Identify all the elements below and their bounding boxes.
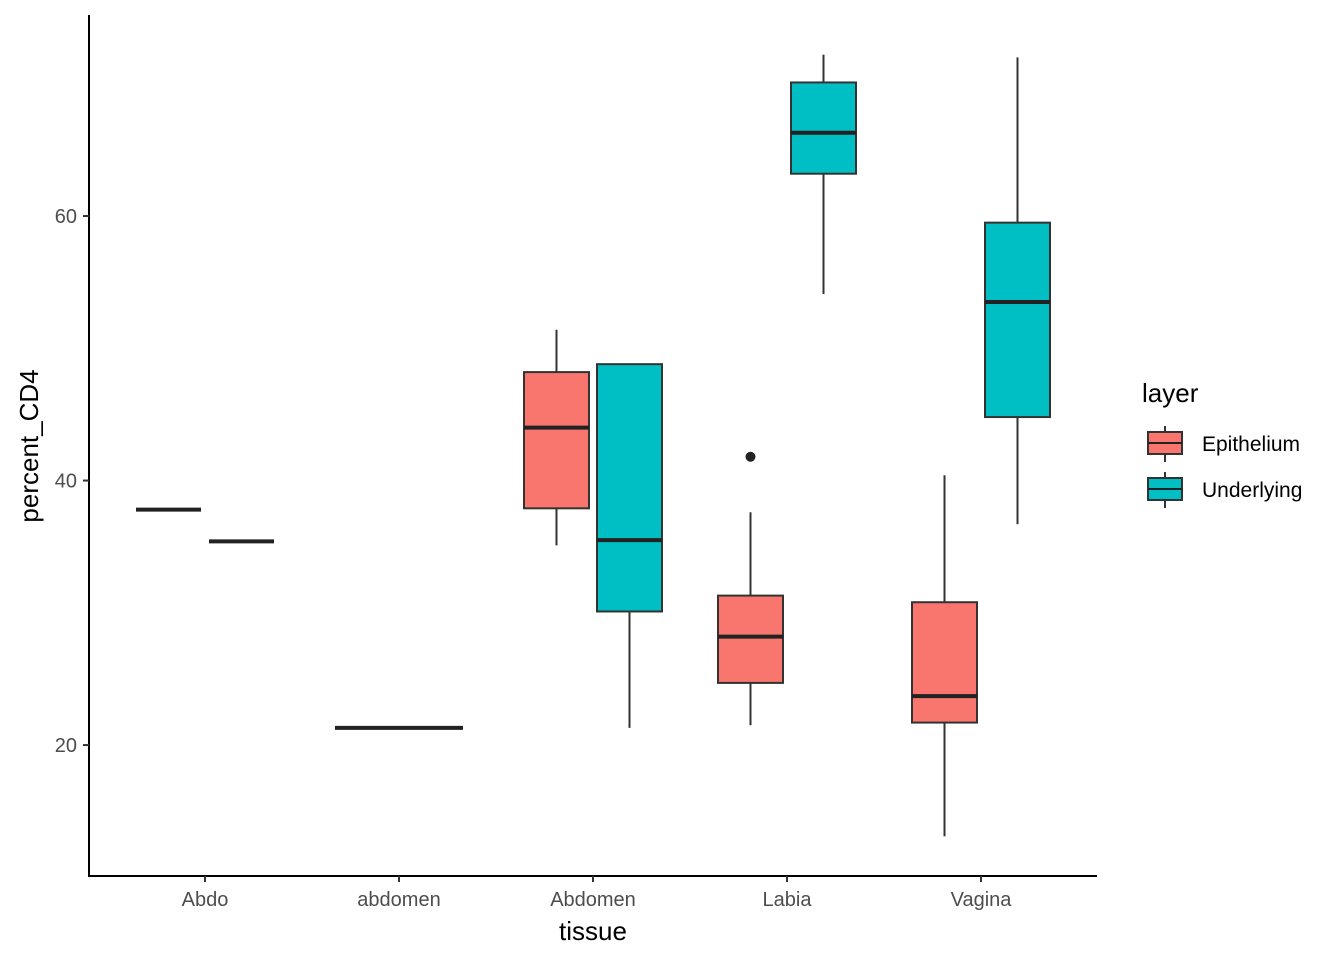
box-iqr: [717, 594, 784, 684]
box-iqr: [596, 363, 663, 613]
box-iqr: [523, 371, 590, 510]
x-tick-label: Abdomen: [550, 889, 636, 911]
y-tick-label: 20: [55, 735, 77, 757]
legend-label: Epithelium: [1202, 433, 1300, 456]
x-ticks: Abdo abdomen Abdomen Labia Vagina: [182, 876, 1013, 911]
x-tick-label: Labia: [763, 889, 813, 911]
legend-label: Underlying: [1202, 479, 1302, 502]
y-axis-title: percent_CD4: [14, 369, 44, 522]
box-iqr: [911, 601, 978, 724]
x-axis-title: tissue: [559, 916, 627, 946]
outlier-point: [745, 451, 756, 462]
box-abdomen-epithelium: [523, 329, 590, 546]
x-tick-label: Vagina: [951, 889, 1013, 911]
box-iqr: [984, 221, 1051, 419]
y-ticks: 20 40 60: [55, 206, 89, 757]
boxes-layer: [136, 54, 1051, 837]
box-vagina-underlying: [984, 57, 1051, 525]
y-tick-label: 60: [55, 206, 77, 228]
legend: layer Epithelium Underlying: [1142, 378, 1302, 508]
box-abdomen-underlying: [596, 363, 663, 728]
box-vagina-epithelium: [911, 475, 978, 837]
box-labia-underlying: [790, 54, 857, 295]
x-tick-label: abdomen: [357, 889, 440, 911]
box-labia-epithelium: [717, 451, 784, 726]
box-iqr: [790, 81, 857, 175]
legend-title: layer: [1142, 378, 1199, 408]
y-tick-label: 40: [55, 471, 77, 493]
x-tick-label: Abdo: [182, 889, 229, 911]
